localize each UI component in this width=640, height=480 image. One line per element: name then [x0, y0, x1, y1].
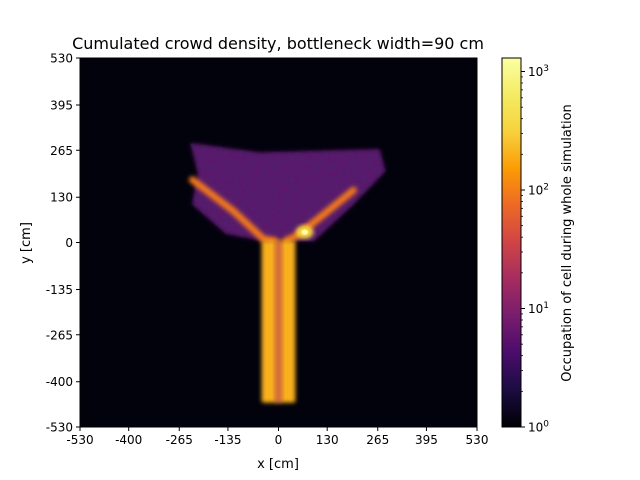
colorbar-tick-label: 102: [528, 183, 549, 198]
x-tick-label: -135: [214, 433, 241, 447]
x-tick-label: -400: [115, 433, 142, 447]
x-tick-label: 530: [466, 433, 489, 447]
colorbar-gradient: [501, 57, 522, 428]
y-tick-label: -530: [46, 421, 73, 435]
chart-title: Cumulated crowd density, bottleneck widt…: [72, 34, 484, 53]
y-tick-label: -135: [46, 283, 73, 297]
x-tick-label: 265: [366, 433, 389, 447]
y-axis-label: y [cm]: [19, 222, 34, 264]
region-right-funnel-stream: [282, 186, 357, 245]
x-tick-label: 130: [316, 433, 339, 447]
colorbar: 100 101 102 103 Occupation of cell during w…: [501, 57, 575, 435]
region-corridor-gap: [274, 240, 283, 403]
colorbar-label: Occupation of cell during whole simulati…: [560, 104, 575, 382]
plot-area: [80, 58, 477, 427]
region-hotspot: [301, 229, 309, 235]
x-tick-label: 395: [415, 433, 438, 447]
region-left-funnel-stream: [188, 176, 279, 245]
colorbar-tick-label: 103: [528, 64, 549, 79]
colorbar-tick-label: 100: [528, 420, 549, 435]
x-tick-label: -265: [166, 433, 193, 447]
x-tick-label: 0: [275, 433, 283, 447]
y-tick-label: 130: [50, 191, 73, 205]
y-tick-label: 265: [50, 144, 73, 158]
y-axis: 530 395 265 130 0 -135 -265 -400 -530: [46, 52, 80, 435]
y-tick-label: -265: [46, 328, 73, 342]
density-regions: [188, 143, 386, 403]
x-tick-label: -530: [66, 433, 93, 447]
y-tick-label: 530: [50, 52, 73, 66]
x-axis-label: x [cm]: [257, 457, 299, 472]
colorbar-ticks: 100 101 102 103: [521, 64, 549, 435]
y-tick-label: -400: [46, 375, 73, 389]
x-axis: -530 -400 -265 -135 0 130 265 395 530: [66, 427, 488, 447]
colorbar-tick-label: 101: [528, 301, 549, 316]
y-tick-label: 395: [50, 98, 73, 112]
y-tick-label: 0: [65, 236, 73, 250]
